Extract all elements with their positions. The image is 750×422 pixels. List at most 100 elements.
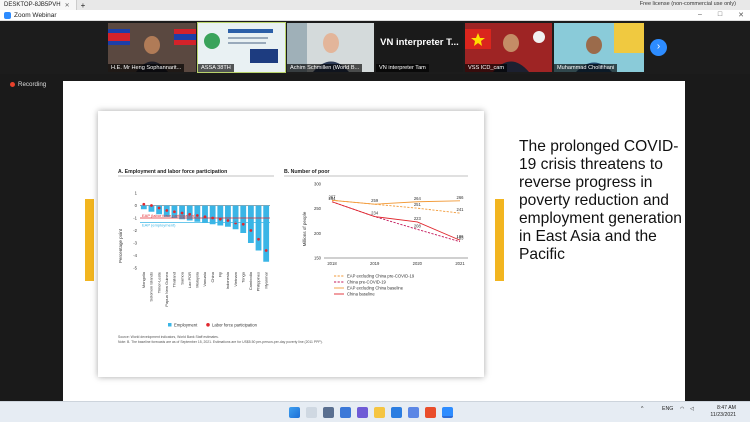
participant-tile[interactable]: VN interpreter T... VN interpreter Tam [376,23,463,72]
participant-tile[interactable]: Muhammad Cholifihani [554,23,644,72]
participant-tile[interactable]: H.E. Mr Heng Sophannarit... [108,23,196,72]
chart-b-series-line [331,201,461,241]
chart-figure: A. Employment and labor force participat… [118,169,468,344]
chart-a-bar [232,205,239,230]
chart-b-data-label: 208 [414,223,422,228]
chart-source-note: Source: World development indicators, Wo… [118,335,219,339]
chart-a-category-label: Malaysia [195,271,200,288]
chart-a-reference-label: EAP (labor force participation) [142,213,196,218]
window-title: Zoom Webinar [14,11,57,19]
clock-time: 8:47 AM [716,405,736,411]
maximize-icon[interactable]: □ [717,11,723,18]
minimize-icon[interactable]: – [697,11,702,18]
chart-a-dot [150,204,153,207]
participant-tile[interactable]: VSS ICD_cam [465,23,552,72]
chart-a-category-label: Indonesia [225,271,230,289]
participant-tile[interactable]: ASSA 38TH [197,22,286,73]
participant-name: H.E. Mr Heng Sophannarit... [108,64,185,72]
zoom-taskbar-icon[interactable] [442,407,453,418]
chart-a-plot: 1 0 -1 -2 -3 -4 -5 Mongolia Solomon Islands Timor… [133,191,270,328]
shared-slide: A. Employment and labor force participat… [63,81,685,407]
chart-b-series-line [331,199,461,205]
windows-taskbar: ^ ENG ◠ ◁ 8:47 AM 11/23/2021 [0,401,750,422]
chart-a-ytick: -3 [133,241,137,246]
start-icon[interactable] [289,407,300,418]
task-view-icon[interactable] [323,407,334,418]
participant-name: VSS ICD_cam [465,64,508,72]
chart-a-dot [180,211,184,215]
participant-name: ASSA 38TH [198,64,234,72]
chart-b-data-label: 241 [457,207,465,212]
chart-a-legend-swatch [206,323,210,327]
chart-a-ytick: -4 [133,253,137,258]
language-indicator[interactable]: ENG [662,406,674,412]
chart-a-dot [264,249,268,252]
file-explorer-icon[interactable] [374,407,385,418]
chart-b-data-label: 234 [371,211,379,216]
chart-b-data-label: 183 [457,236,465,241]
chart-a-title: A. Employment and labor force participat… [118,169,227,175]
participant-tile[interactable]: Achim Schmillen (World B... [287,23,374,72]
slide-title: The prolonged COVID-19 crisis threatens … [519,138,682,263]
next-participants-button[interactable]: › [650,39,667,56]
close-tab-icon[interactable]: ✕ [64,2,70,9]
chart-a-dot [142,202,146,206]
chart-footnote: Note: B. The baseline forecasts are as o… [118,340,323,344]
volume-icon[interactable]: ◁ [690,406,694,412]
chart-a-category-label: Vanuatu [202,272,207,287]
clock-date: 11/23/2021 [710,412,736,418]
tray-chevron-icon[interactable]: ^ [641,406,644,412]
chart-b-ytick: 300 [314,182,322,187]
chart-a-category-label: Myanmar [263,271,268,288]
chart-a-category-label: Timor-Leste [156,271,161,293]
slide-accent-bar-left [85,199,94,281]
recording-dot-icon [10,82,15,87]
participant-name: Achim Schmillen (World B... [287,64,363,72]
taskbar-clock[interactable]: 8:47 AM 11/23/2021 [710,405,736,419]
participant-name: Muhammad Cholifihani [554,64,618,72]
browser-tab[interactable]: DESKTOP-8JB5PVH ✕ [0,0,77,10]
new-tab-icon[interactable]: + [80,0,86,10]
chart-a-legend-swatch [168,323,172,327]
chart-a-dot [203,215,207,219]
chart-a-ytick: -2 [133,228,137,233]
participant-big-label: VN interpreter T... [380,37,459,48]
chart-b-legend-label: EAP excluding China pre-COVID-19 [347,274,415,279]
participant-video [198,23,285,72]
chart-a-category-label: Philippines [256,272,261,291]
chart-b-data-label: 267 [329,194,337,199]
slide-accent-bar-mid [495,199,504,281]
chart-panel: A. Employment and labor force participat… [98,111,484,377]
network-icon[interactable]: ◠ [680,406,685,412]
chart-a-category-label: Thailand [172,272,177,287]
chart-a-category-label: Samoa [179,271,184,284]
chat-icon[interactable] [357,407,368,418]
edge-icon[interactable] [391,407,402,418]
store-icon[interactable] [408,407,419,418]
chart-b-data-label: 251 [414,202,422,207]
chart-a-legend-label: Labor force participation [212,323,258,328]
widgets-icon[interactable] [340,407,351,418]
recording-indicator[interactable]: Recording [10,81,46,88]
chart-b-xtick: 2019 [370,261,380,266]
chart-a-category-label: Tonga [240,271,245,283]
chart-a-ylabel: Percentage point [118,228,123,263]
chart-a-ytick: -5 [133,266,137,271]
chart-b-ylabel: Millions of people [302,211,307,246]
chart-b-ytick: 150 [314,256,322,261]
chart-a-bar [194,205,201,222]
chart-a-dot [218,217,222,221]
close-window-icon[interactable]: ✕ [738,12,744,19]
chart-b-legend-label: China baseline [347,292,375,297]
chart-a-category-label: Vietnam [233,271,238,286]
chart-b-data-label: 264 [329,196,337,201]
chart-a-bar [263,205,270,262]
search-icon[interactable] [306,407,317,418]
chart-a-bar [148,205,155,212]
chart-b-data-label: 186 [457,234,465,239]
office-icon[interactable] [425,407,436,418]
chart-a-bar [140,205,147,210]
chart-b-plot: 300 250 200 150 2018 2019 2020 2021 267 259 251 241… [314,182,468,297]
chart-b-data-label: 264 [414,196,422,201]
chart-a-category-label: Cambodia [248,271,253,290]
